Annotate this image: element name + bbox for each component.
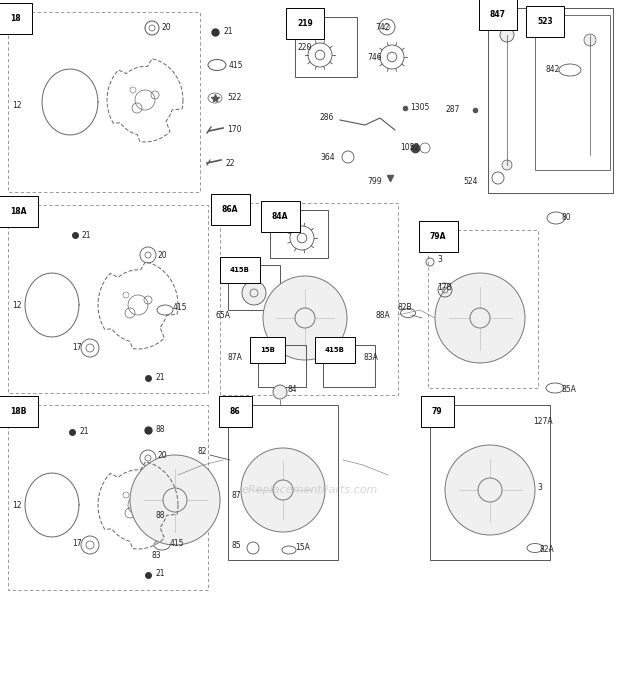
Text: 415: 415 <box>170 538 185 547</box>
Text: 219: 219 <box>297 19 312 28</box>
Text: 415: 415 <box>173 304 187 313</box>
Bar <box>270 210 328 258</box>
Bar <box>228 405 338 560</box>
Text: 79A: 79A <box>430 232 446 241</box>
Circle shape <box>242 281 266 305</box>
Text: 287: 287 <box>445 105 459 114</box>
Text: 415B: 415B <box>325 347 345 353</box>
Text: 415B: 415B <box>230 267 250 273</box>
Text: 3: 3 <box>537 484 542 493</box>
Circle shape <box>130 455 220 545</box>
Text: 17: 17 <box>72 344 82 353</box>
Circle shape <box>241 448 325 532</box>
Text: 21: 21 <box>155 374 164 383</box>
Text: 83: 83 <box>152 550 162 559</box>
Bar <box>535 15 610 170</box>
Text: 847: 847 <box>490 10 506 19</box>
Text: 20: 20 <box>158 452 167 461</box>
Text: 127A: 127A <box>533 417 552 426</box>
Text: 21: 21 <box>79 428 89 437</box>
Bar <box>258 345 306 387</box>
Text: 85: 85 <box>232 541 242 550</box>
Text: 20: 20 <box>158 250 167 259</box>
Text: 87: 87 <box>232 491 242 500</box>
Circle shape <box>502 160 512 170</box>
Bar <box>8 12 200 192</box>
Text: 1305: 1305 <box>410 103 430 112</box>
Text: 522: 522 <box>227 94 241 103</box>
Text: 85A: 85A <box>562 385 577 394</box>
Text: 86A: 86A <box>222 205 239 214</box>
Text: 84A: 84A <box>272 212 288 221</box>
Text: 87A: 87A <box>228 353 243 362</box>
Text: 523: 523 <box>537 17 552 26</box>
Text: 82A: 82A <box>540 545 555 554</box>
Text: 3: 3 <box>437 256 442 265</box>
Text: 15A: 15A <box>295 543 310 552</box>
Text: 88: 88 <box>156 426 166 435</box>
Text: 21: 21 <box>155 568 164 577</box>
Bar <box>488 8 613 193</box>
Text: 88A: 88A <box>375 310 390 319</box>
Text: 84: 84 <box>287 385 296 394</box>
Text: 220: 220 <box>297 42 311 51</box>
Bar <box>430 405 550 560</box>
Text: 79: 79 <box>432 407 443 416</box>
Text: 286: 286 <box>320 114 334 123</box>
Text: 842: 842 <box>545 66 559 75</box>
Circle shape <box>273 385 287 399</box>
Text: 1052: 1052 <box>400 143 419 152</box>
Bar <box>8 205 208 393</box>
Text: 17B: 17B <box>437 283 452 292</box>
Text: 15B: 15B <box>260 347 275 353</box>
Bar <box>295 17 357 77</box>
Text: 82: 82 <box>198 448 208 457</box>
Bar <box>8 405 208 590</box>
Bar <box>220 203 398 395</box>
Bar <box>228 265 280 310</box>
Text: 18A: 18A <box>10 207 27 216</box>
Text: 746: 746 <box>367 53 382 62</box>
Text: 364: 364 <box>320 152 335 161</box>
Circle shape <box>584 34 596 46</box>
Text: 18B: 18B <box>10 407 27 416</box>
Text: 65A: 65A <box>215 310 230 319</box>
Circle shape <box>263 276 347 360</box>
Bar <box>323 345 375 387</box>
Circle shape <box>435 273 525 363</box>
Text: 21: 21 <box>223 28 232 37</box>
Circle shape <box>500 28 514 42</box>
Text: 83A: 83A <box>363 353 378 362</box>
Text: 799: 799 <box>367 177 382 186</box>
Text: 742: 742 <box>375 22 389 31</box>
Text: 21: 21 <box>82 231 92 240</box>
Text: 22: 22 <box>225 159 234 168</box>
Text: 80: 80 <box>562 213 572 222</box>
Text: 524: 524 <box>463 177 477 186</box>
Text: 12: 12 <box>12 100 22 109</box>
Text: 88: 88 <box>155 511 164 520</box>
Text: 82B: 82B <box>398 304 413 313</box>
Text: 20: 20 <box>162 24 172 33</box>
Text: eReplacementParts.com: eReplacementParts.com <box>242 485 378 495</box>
Text: 86: 86 <box>230 407 241 416</box>
Text: 12: 12 <box>12 301 22 310</box>
Text: 18: 18 <box>10 14 20 23</box>
Text: 170: 170 <box>227 125 242 134</box>
Text: 415: 415 <box>229 60 244 69</box>
Bar <box>428 230 538 388</box>
Circle shape <box>445 445 535 535</box>
Text: 12: 12 <box>12 500 22 509</box>
Text: 17: 17 <box>72 538 82 547</box>
